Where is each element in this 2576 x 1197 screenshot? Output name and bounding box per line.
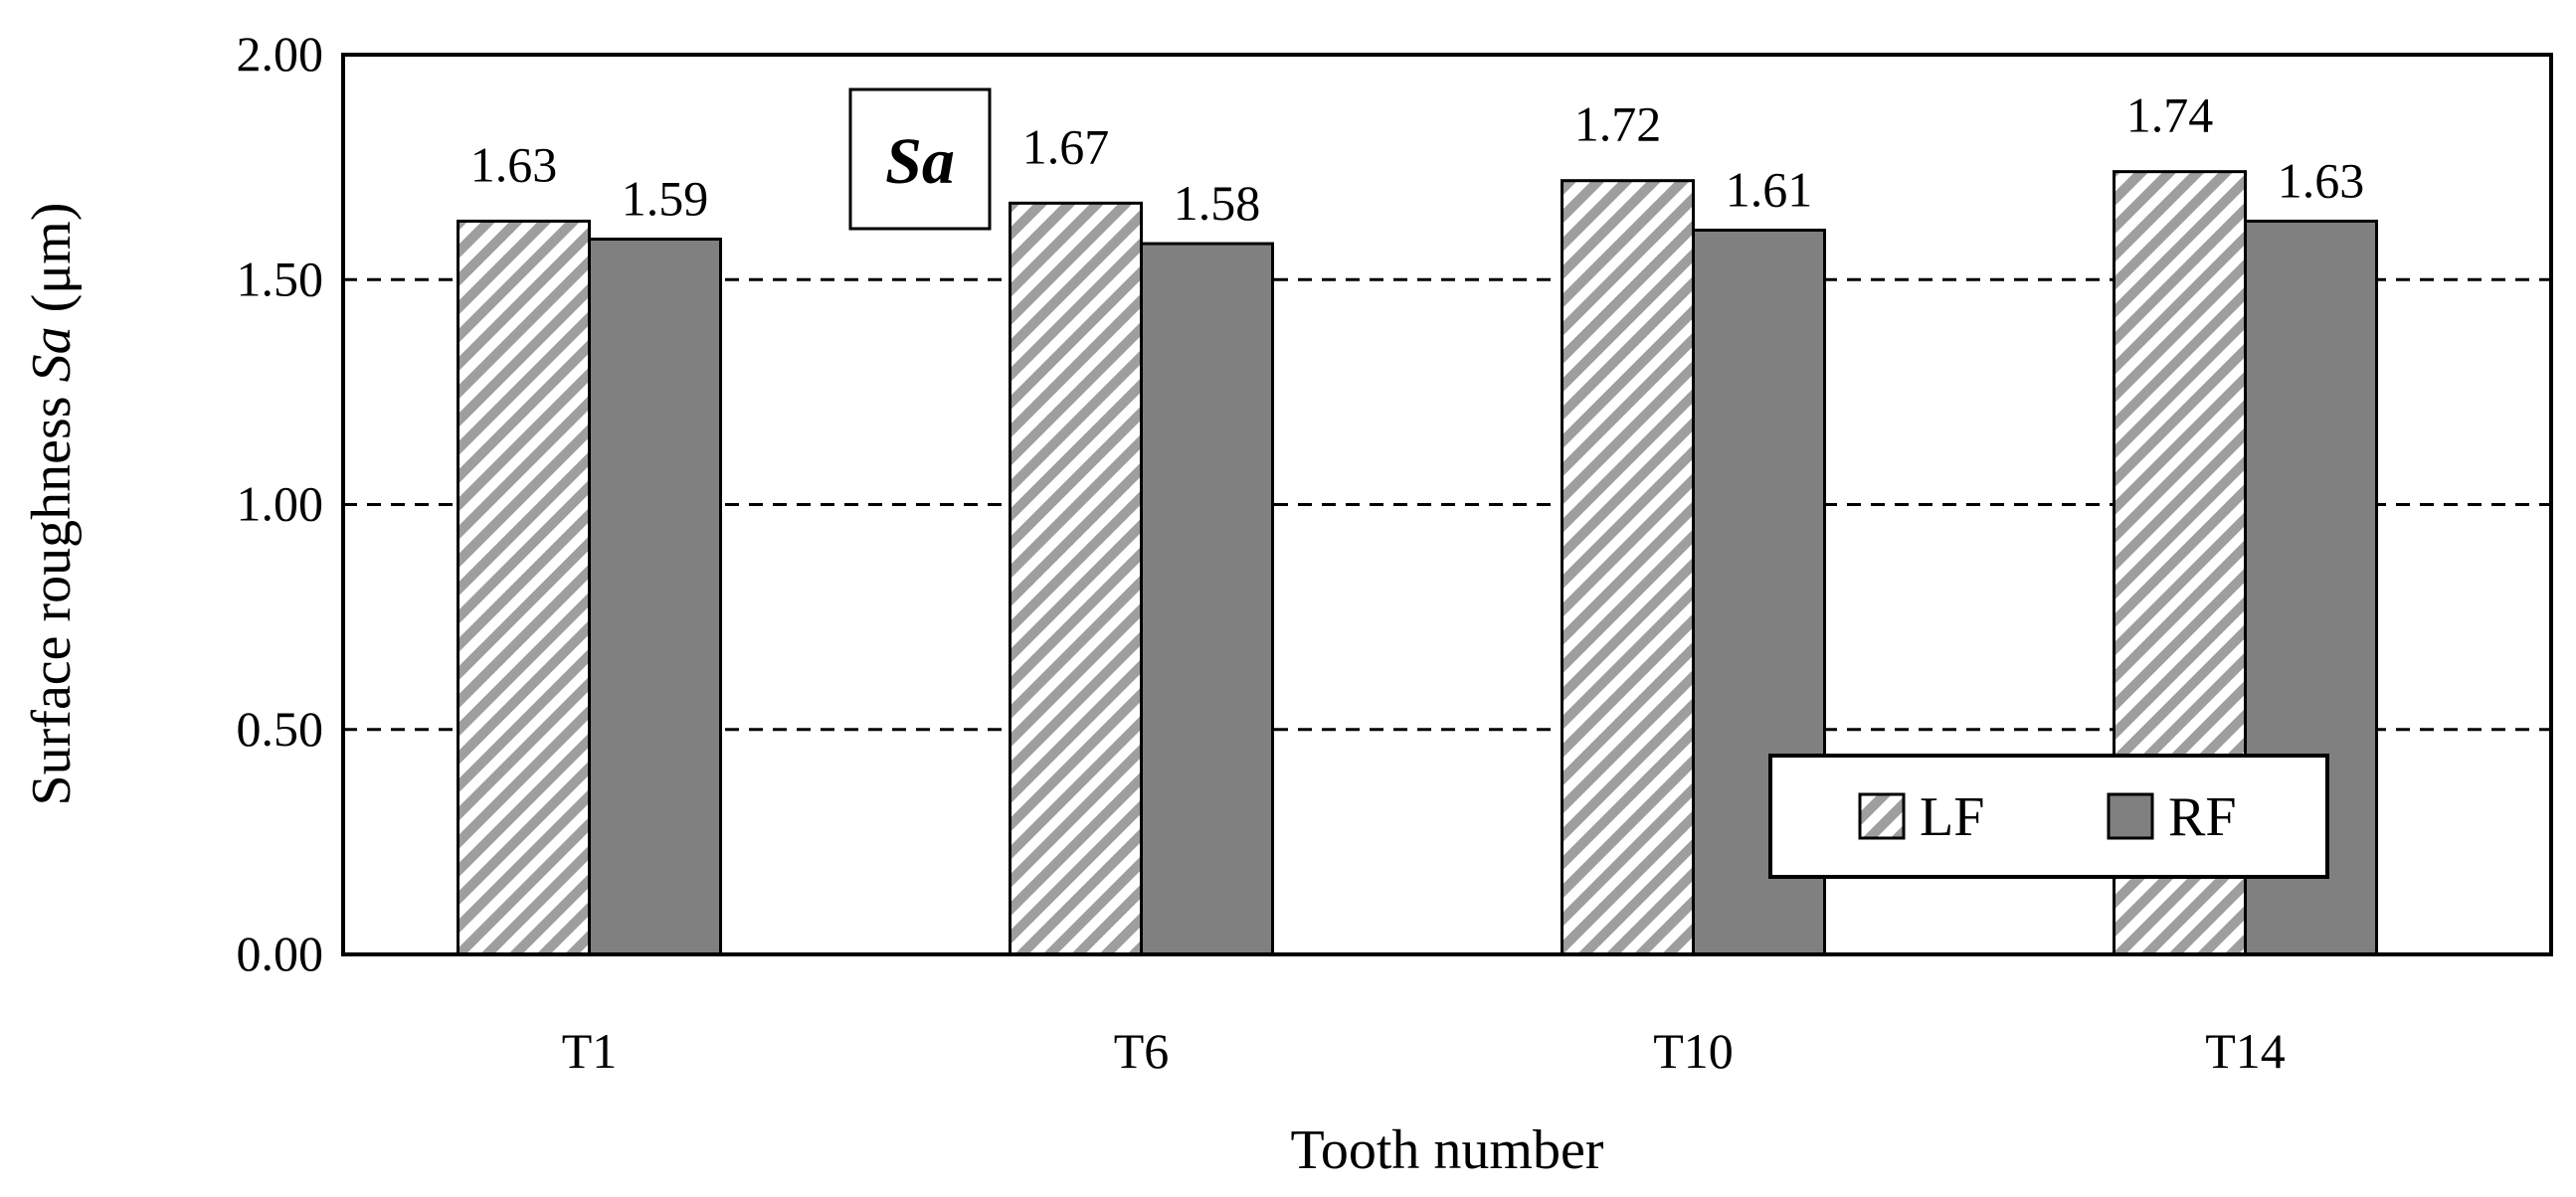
y-axis-title-unit: (μm) <box>21 203 83 327</box>
plot-area-frame <box>341 53 2553 956</box>
bar-lf-t1 <box>457 219 591 956</box>
x-axis-title: Tooth number <box>1291 1119 1604 1181</box>
y-tick-label: 1.00 <box>237 476 324 532</box>
x-tick-label: T6 <box>1114 1023 1170 1079</box>
y-axis-title: Surface roughness Sa (μm) <box>21 203 83 806</box>
bar-lf-t10 <box>1561 179 1695 956</box>
legend-swatch-lf <box>1858 792 1906 840</box>
data-label-rf-t10: 1.61 <box>1726 161 1813 217</box>
data-label-lf-t10: 1.72 <box>1574 96 1662 152</box>
y-tick-label: 0.00 <box>237 926 324 981</box>
legend-swatch-rf <box>2107 792 2154 840</box>
x-axis-tick-labels: T1 T6 T10 T14 <box>562 1023 2286 1079</box>
y-tick-label: 1.50 <box>237 251 324 306</box>
bars <box>457 170 2378 956</box>
legend-box <box>1768 754 2329 879</box>
y-tick-label: 0.50 <box>237 701 324 757</box>
y-tick-label: 2.00 <box>237 26 324 82</box>
x-tick-label: T10 <box>1653 1023 1734 1079</box>
inset-label-box: Sa <box>848 87 992 231</box>
bar-lf-t6 <box>1009 201 1143 956</box>
data-label-rf-t1: 1.59 <box>622 171 709 227</box>
data-labels: 1.63 1.59 1.67 1.58 1.72 1.61 1.74 1.63 <box>470 87 2365 231</box>
x-tick-label: T1 <box>562 1023 618 1079</box>
legend: LF RF <box>1768 754 2329 879</box>
data-label-lf-t6: 1.67 <box>1022 118 1110 174</box>
bar-rf-t1 <box>588 238 722 956</box>
legend-label-lf: LF <box>1920 786 1984 848</box>
inset-label: Sa <box>885 125 955 198</box>
data-label-lf-t14: 1.74 <box>2126 87 2214 143</box>
y-axis-tick-labels: 0.00 0.50 1.00 1.50 2.00 <box>237 26 324 981</box>
y-axis-title-symbol: Sa <box>21 326 83 382</box>
data-label-lf-t1: 1.63 <box>470 136 558 192</box>
x-tick-label: T14 <box>2205 1023 2286 1079</box>
y-axis-title-prefix: Surface roughness <box>21 382 83 805</box>
bar-rf-t6 <box>1140 242 1274 956</box>
data-label-rf-t14: 1.63 <box>2278 152 2365 208</box>
data-label-rf-t6: 1.58 <box>1174 175 1261 231</box>
legend-label-rf: RF <box>2168 786 2237 848</box>
